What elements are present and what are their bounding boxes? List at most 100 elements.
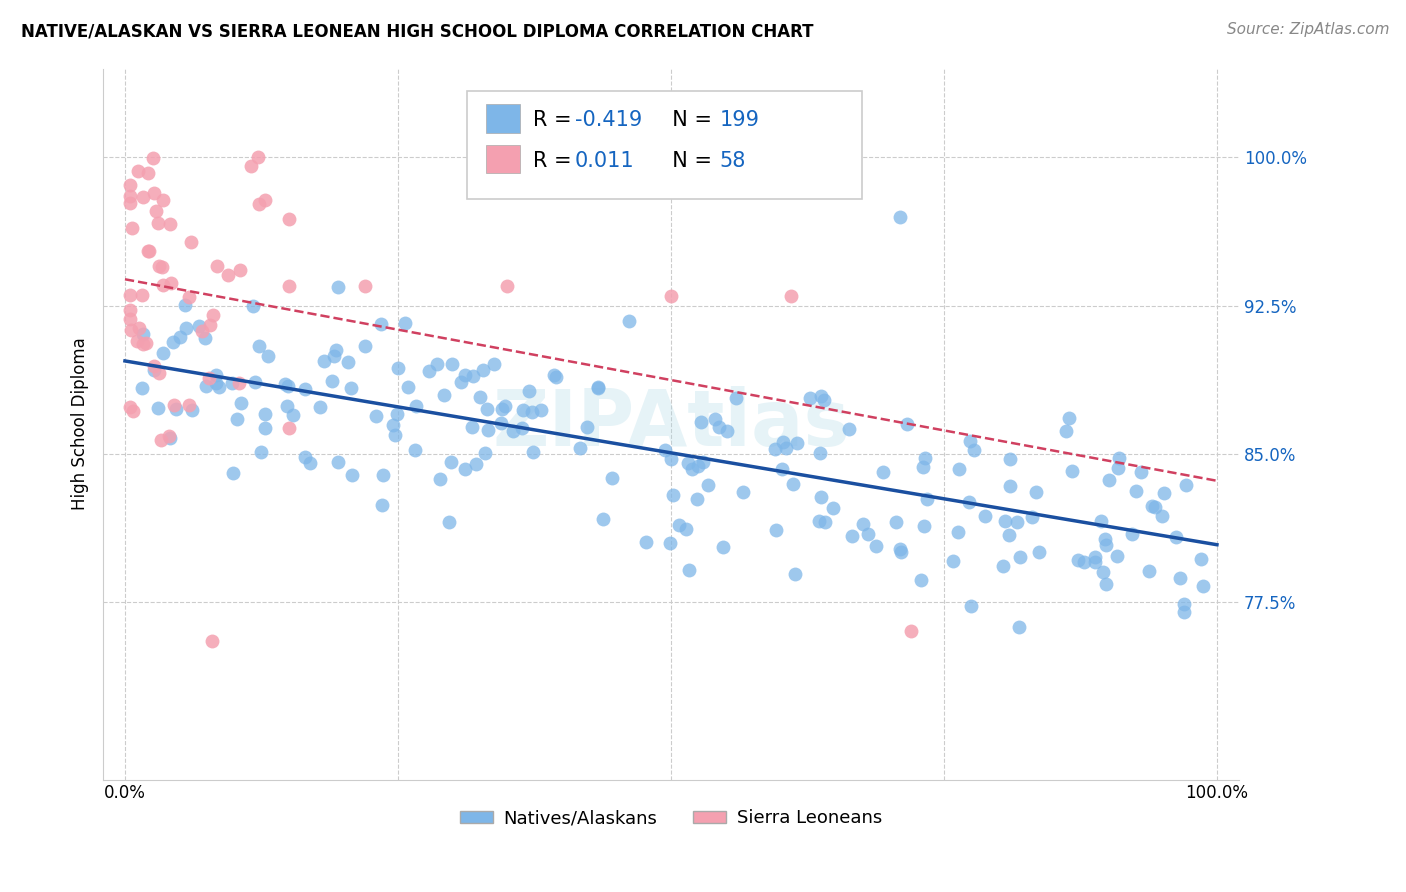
Point: [659, 452, 682, 467]
Point: [823, 501, 845, 516]
Point: [177, 290, 200, 304]
Point: [678, 563, 700, 577]
Point: [963, 443, 986, 458]
Text: NATIVE/ALASKAN VS SIERRA LEONEAN HIGH SCHOOL DIPLOMA CORRELATION CHART: NATIVE/ALASKAN VS SIERRA LEONEAN HIGH SC…: [21, 22, 814, 40]
Point: [858, 526, 880, 541]
Point: [468, 390, 491, 404]
Point: [371, 498, 394, 512]
Point: [1098, 473, 1121, 487]
Point: [364, 409, 387, 423]
Point: [180, 403, 202, 417]
Point: [915, 491, 938, 506]
Point: [228, 376, 250, 390]
Point: [120, 178, 142, 192]
Point: [162, 335, 184, 350]
Point: [247, 339, 270, 353]
Point: [127, 163, 149, 178]
Point: [530, 402, 553, 417]
Point: [998, 452, 1021, 467]
Point: [998, 479, 1021, 493]
Point: [959, 434, 981, 448]
Point: [242, 299, 264, 313]
Point: [474, 446, 496, 460]
Point: [814, 516, 837, 530]
Point: [440, 455, 463, 469]
Point: [1173, 605, 1195, 619]
Point: [948, 462, 970, 476]
Point: [132, 327, 155, 342]
Point: [496, 278, 519, 293]
Point: [159, 432, 181, 446]
Point: [841, 529, 863, 543]
Point: [381, 418, 404, 433]
Point: [1094, 532, 1116, 546]
Point: [681, 462, 703, 476]
Point: [1094, 577, 1116, 591]
Point: [165, 402, 187, 417]
Point: [221, 376, 243, 390]
Point: [1144, 500, 1167, 515]
Point: [686, 491, 709, 506]
Point: [1090, 514, 1112, 528]
Point: [491, 401, 513, 416]
Point: [1107, 460, 1129, 475]
Point: [191, 325, 214, 339]
Point: [325, 343, 347, 358]
Point: [254, 407, 277, 421]
Point: [198, 371, 221, 385]
Point: [405, 399, 427, 413]
Point: [142, 359, 165, 373]
Point: [865, 539, 887, 553]
Point: [187, 319, 209, 334]
Y-axis label: High School Diploma: High School Diploma: [72, 338, 89, 510]
Point: [543, 368, 565, 383]
Point: [120, 189, 142, 203]
Point: [205, 368, 228, 382]
Point: [884, 515, 907, 529]
Point: [1084, 555, 1107, 569]
Point: [384, 428, 406, 442]
Point: [973, 508, 995, 523]
Point: [194, 331, 217, 345]
Point: [1025, 484, 1047, 499]
Point: [131, 381, 153, 395]
Point: [688, 458, 710, 473]
Point: [454, 368, 477, 382]
Text: 0.011: 0.011: [575, 151, 634, 170]
Point: [896, 417, 918, 432]
Point: [336, 355, 359, 369]
Point: [145, 204, 167, 219]
Point: [1010, 550, 1032, 565]
Point: [276, 399, 298, 413]
Point: [440, 357, 463, 371]
Point: [387, 361, 409, 376]
Point: [174, 320, 197, 334]
Point: [339, 381, 361, 395]
Point: [810, 389, 832, 403]
Point: [872, 465, 894, 479]
Point: [437, 515, 460, 529]
Point: [120, 311, 142, 326]
Point: [586, 381, 609, 395]
Point: [662, 488, 685, 502]
Point: [314, 354, 336, 368]
Point: [690, 415, 713, 429]
Point: [323, 349, 346, 363]
Text: -0.419: -0.419: [575, 111, 643, 130]
Point: [808, 445, 831, 459]
Point: [354, 278, 377, 293]
Point: [131, 287, 153, 301]
Point: [592, 512, 614, 526]
Point: [217, 268, 239, 282]
Point: [225, 411, 247, 425]
Point: [250, 445, 273, 459]
Point: [450, 376, 472, 390]
Point: [783, 567, 806, 582]
Point: [747, 161, 769, 175]
Point: [247, 196, 270, 211]
Point: [676, 456, 699, 470]
Point: [340, 468, 363, 483]
Point: [489, 416, 512, 430]
Point: [179, 399, 201, 413]
Point: [299, 456, 322, 470]
